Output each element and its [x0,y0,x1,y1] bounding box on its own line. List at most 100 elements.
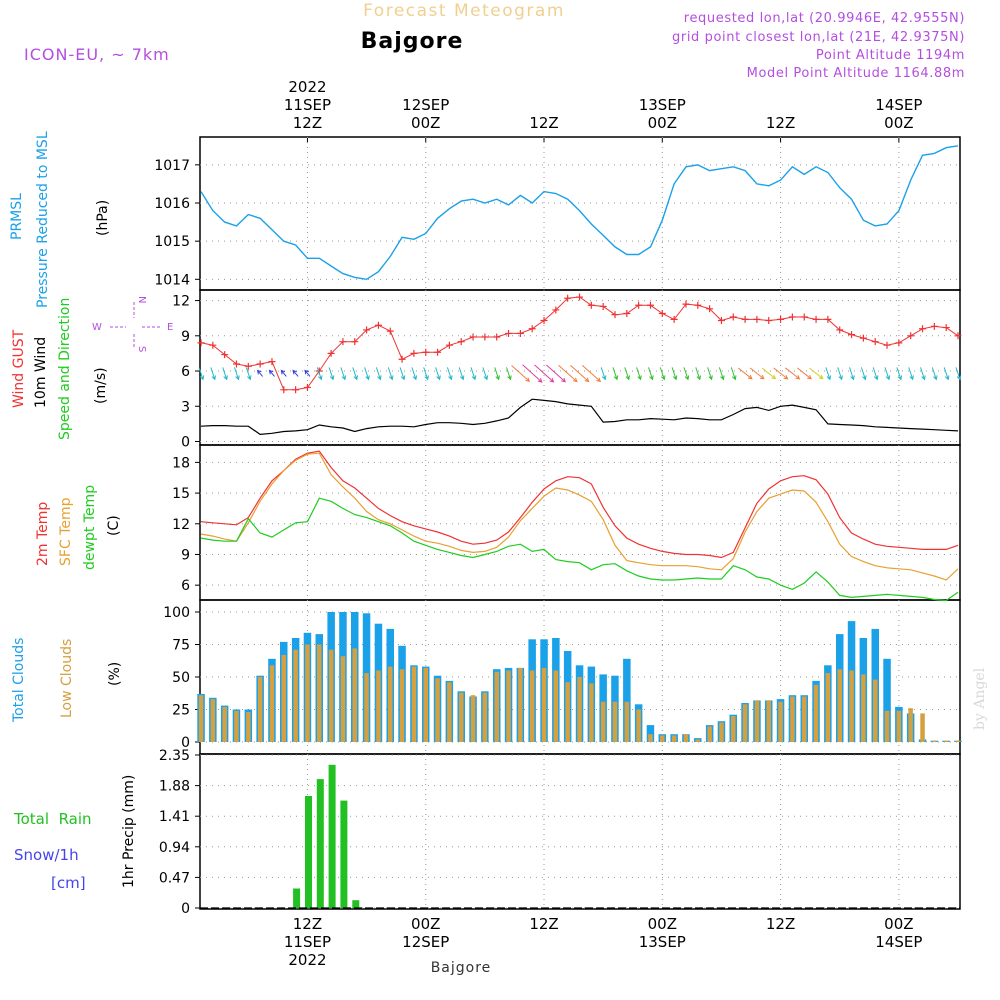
wind-panel-labels: Wind GUST 10m Wind Speed and Direction (… [11,296,173,440]
low-cloud-bar [813,684,819,742]
gust-marker [694,301,702,309]
low-cloud-bar [671,735,677,742]
wind-arrow [558,364,578,383]
gust-marker [706,305,714,313]
low-cloud-bar [317,644,322,742]
low-cloud-bar [577,677,582,742]
clouds-units: (%) [107,662,123,686]
temp-ytick-label-3: 15 [172,486,190,502]
wind-arrow [198,367,205,381]
gust-marker [292,386,300,394]
low-cloud-bar [695,739,700,742]
gust-line [200,296,959,391]
gust-marker [670,315,678,323]
wind-arrow [423,367,429,381]
wind-arrow [304,369,311,377]
gust-marker [587,301,595,309]
gust-marker [445,341,453,349]
bottom-tick-label-4-0: 12Z [766,915,795,933]
low-cloud-bar [565,682,570,742]
wind-arrow [256,369,263,377]
gust-marker [741,315,749,323]
total-cloud-bar [883,658,891,742]
low-cloud-bar [340,656,346,742]
low-cloud-bar [908,708,913,742]
gust-marker [788,313,796,321]
panels: 1014 1015 1016 1017 0 3 6 9 12 6 9 12 15 18 0 25 50 75 100… [154,136,961,917]
gust-marker [646,301,654,309]
wind-ytick-label-0: 0 [181,434,190,450]
temp-dew-label: dewpt Temp [82,485,98,570]
wind-arrow [784,367,801,380]
wind-arrow [612,367,619,381]
wind-arrow [908,367,914,381]
compass-e: E [167,322,173,333]
low-cloud-bar [742,704,748,742]
low-cloud-bar [778,701,783,742]
low-cloud-bar [328,649,334,742]
low-cloud-bar [802,696,807,742]
low-cloud-bar [234,710,239,742]
wind-arrow [458,367,465,381]
gust-marker [954,332,962,340]
low-cloud-bar [766,700,771,742]
compass-rose: W E N S [92,296,173,352]
gust-marker [434,348,442,356]
gust-marker [942,324,950,332]
low-cloud-bar [246,712,251,742]
gust-marker [351,338,359,346]
wind-arrow [683,367,690,381]
low-cloud-bar [529,670,535,742]
low-cloud-bar [600,701,606,742]
pressure-line [200,145,959,281]
precip-ytick-label-0: 0 [181,901,190,917]
wind-arrow [896,367,903,381]
wind-arrow [955,367,962,381]
wind-arrow [482,367,489,381]
wind-arrow [749,367,765,380]
wind-line [200,398,959,436]
low-cloud-bar [222,706,227,742]
precip-panel-labels: Total Rain Snow/1h [cm] 1hr Precip (mm) [13,775,137,892]
bottom-tick-label-3-0: 00Z [648,915,677,933]
low-cloud-bar [861,674,866,742]
gust-marker [457,338,465,346]
wind-arrow [730,367,737,381]
wind-arrow [648,367,654,381]
low-cloud-bar [589,683,594,742]
temp-2m-line [200,450,959,559]
wind-arrow [352,367,358,381]
bottom-tick-label-3-1: 13SEP [639,933,686,951]
wind-arrow [222,367,228,381]
rain-bar [316,779,324,908]
total-clouds-label: Total Clouds [11,638,27,723]
precip-ytick-label-5: 2.35 [159,748,190,764]
low-cloud-bar [459,692,464,742]
wind-arrow [387,367,394,381]
wind-arrow [809,367,824,380]
gust-marker [221,351,229,359]
rain-bar [352,900,360,908]
low-cloud-bar [636,709,641,742]
gust-marker [374,321,382,329]
model-label: ICON-EU, ~ 7km [24,45,170,64]
gust-marker [505,329,513,337]
wind-arrow [600,367,607,381]
low-cloud-bar [281,654,286,742]
gust-marker [244,362,252,370]
wind-arrow [375,367,382,381]
wind-arrow [796,367,812,380]
low-cloud-bar [896,710,902,742]
pressure-label-msl: Pressure Reduced to MSL [35,131,51,308]
wind-arrow [761,367,777,380]
low-cloud-bar [932,740,937,742]
wind-arrow [671,367,678,381]
low-cloud-bar [790,696,795,742]
temp-ytick-label-1: 9 [181,547,190,563]
wind-arrow [340,367,347,381]
low-cloud-bar [506,670,511,742]
wind-arrow [446,367,453,381]
wind-arrow [411,367,418,381]
pressure-series [200,145,959,281]
wind-ytick-label-2: 6 [181,364,190,380]
